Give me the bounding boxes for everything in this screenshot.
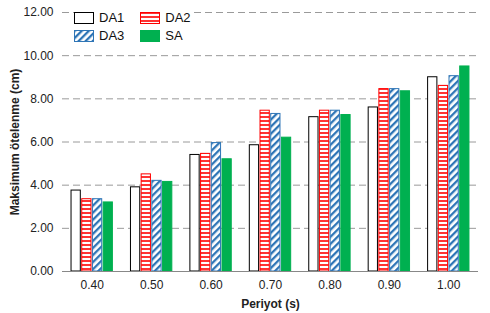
html-text:DA3: DA3: [99, 28, 125, 43]
svg-text:6.00: 6.00: [30, 135, 54, 149]
html-text:DA1: DA1: [99, 10, 125, 25]
html-text:SA: SA: [165, 28, 183, 43]
svg-text:Maksimum ötelenme (cm): Maksimum ötelenme (cm): [8, 69, 22, 216]
svg-text:0.90: 0.90: [378, 278, 402, 292]
svg-text:0.70: 0.70: [259, 278, 283, 292]
svg-text:12.00: 12.00: [23, 5, 53, 19]
svg-text:Periyot (s): Periyot (s): [241, 297, 300, 311]
svg-text:0.40: 0.40: [81, 278, 105, 292]
svg-text:0.50: 0.50: [140, 278, 164, 292]
html-text:DA2: DA2: [165, 10, 191, 25]
svg-text:0.80: 0.80: [318, 278, 342, 292]
svg-text:10.00: 10.00: [23, 49, 53, 63]
svg-text:2.00: 2.00: [30, 221, 54, 235]
svg-text:1.00: 1.00: [437, 278, 461, 292]
svg-text:4.00: 4.00: [30, 178, 54, 192]
svg-text:0.60: 0.60: [199, 278, 223, 292]
svg-text:0.00: 0.00: [30, 264, 54, 278]
svg-text:8.00: 8.00: [30, 92, 54, 106]
